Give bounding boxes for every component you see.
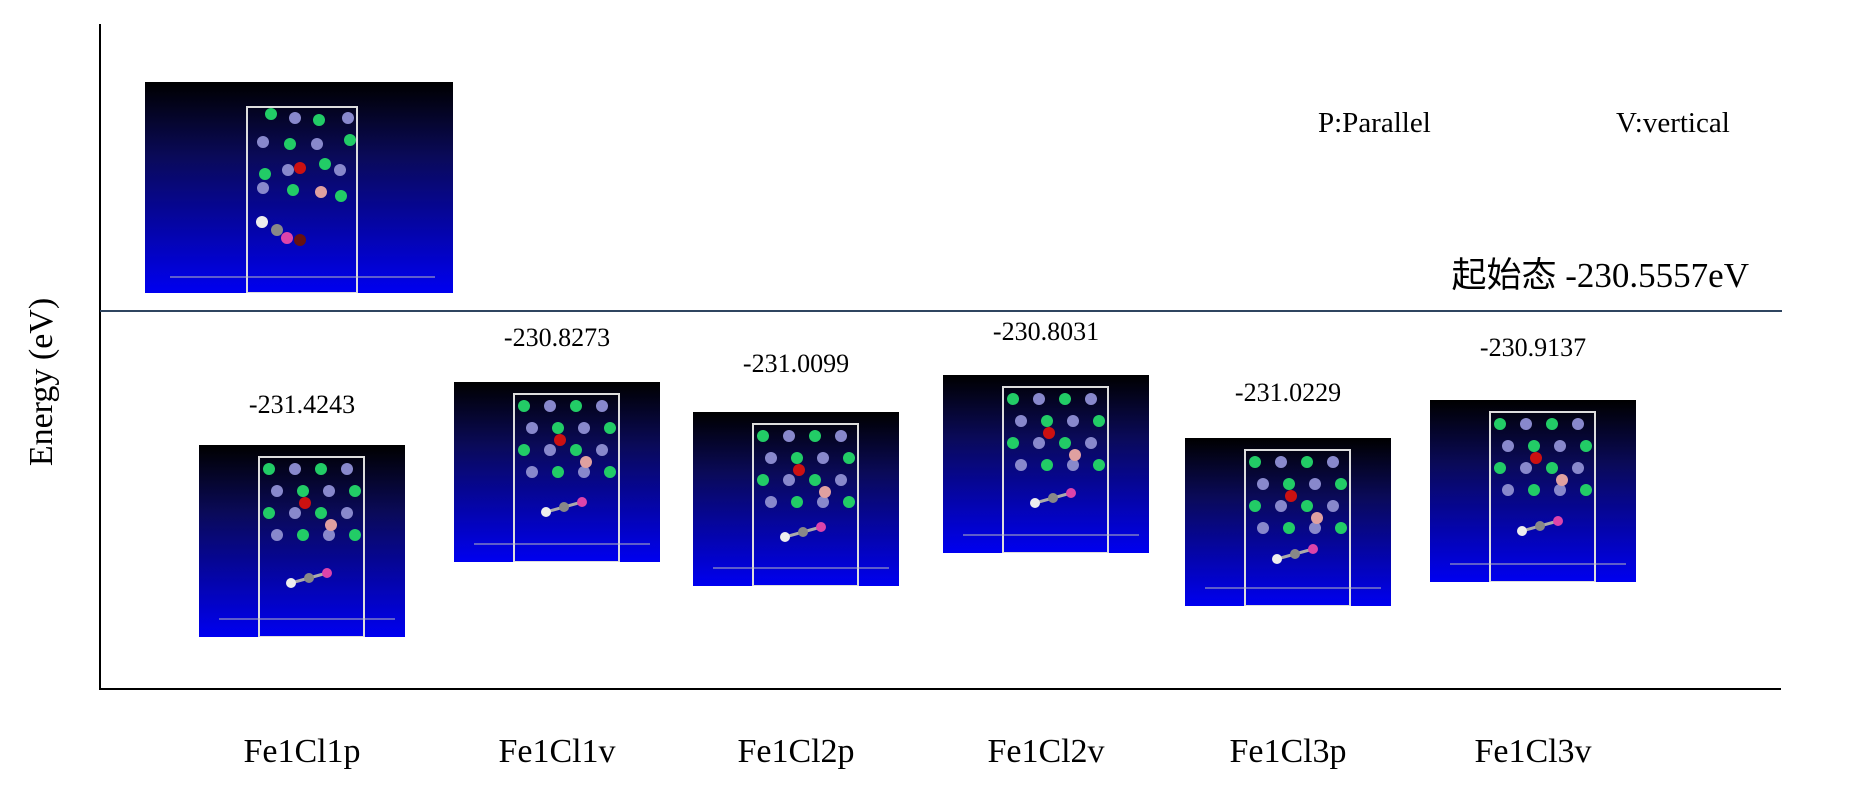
structure-image-fe1cl2v xyxy=(943,375,1149,553)
category-label: Fe1Cl3v xyxy=(1474,733,1592,770)
x-axis xyxy=(99,688,1781,690)
initial-state-reference-line xyxy=(100,310,1782,312)
structure-image-fe1cl1p xyxy=(199,445,405,637)
energy-value-label: -230.9137 xyxy=(1479,333,1587,362)
initial-structure-graphic xyxy=(170,106,435,293)
category-label: Fe1Cl2v xyxy=(987,733,1105,770)
category-label: Fe1Cl3p xyxy=(1229,733,1347,770)
category-label: Fe1Cl1p xyxy=(243,733,361,770)
category-label: Fe1Cl1v xyxy=(498,733,616,770)
energy-value-label: -231.0229 xyxy=(1234,378,1342,407)
category-label: Fe1Cl2p xyxy=(737,733,855,770)
initial-state-label: 起始态 -230.5557eV xyxy=(1451,256,1749,295)
energy-value-label: -230.8031 xyxy=(992,317,1100,346)
initial-structure-image xyxy=(145,82,453,293)
y-axis-label: Energy (eV) xyxy=(23,297,60,467)
energy-value-label: -230.8273 xyxy=(503,323,611,352)
legend-vertical: V:vertical xyxy=(1616,107,1730,139)
structure-image-fe1cl2p xyxy=(693,412,899,586)
legend-parallel: P:Parallel xyxy=(1318,107,1431,139)
structure-image-fe1cl3v xyxy=(1430,400,1636,582)
structure-image-fe1cl1v xyxy=(454,382,660,562)
y-axis xyxy=(99,24,101,690)
energy-value-label: -231.4243 xyxy=(248,390,356,419)
energy-value-label: -231.0099 xyxy=(742,349,850,378)
structure-image-fe1cl3p xyxy=(1185,438,1391,606)
